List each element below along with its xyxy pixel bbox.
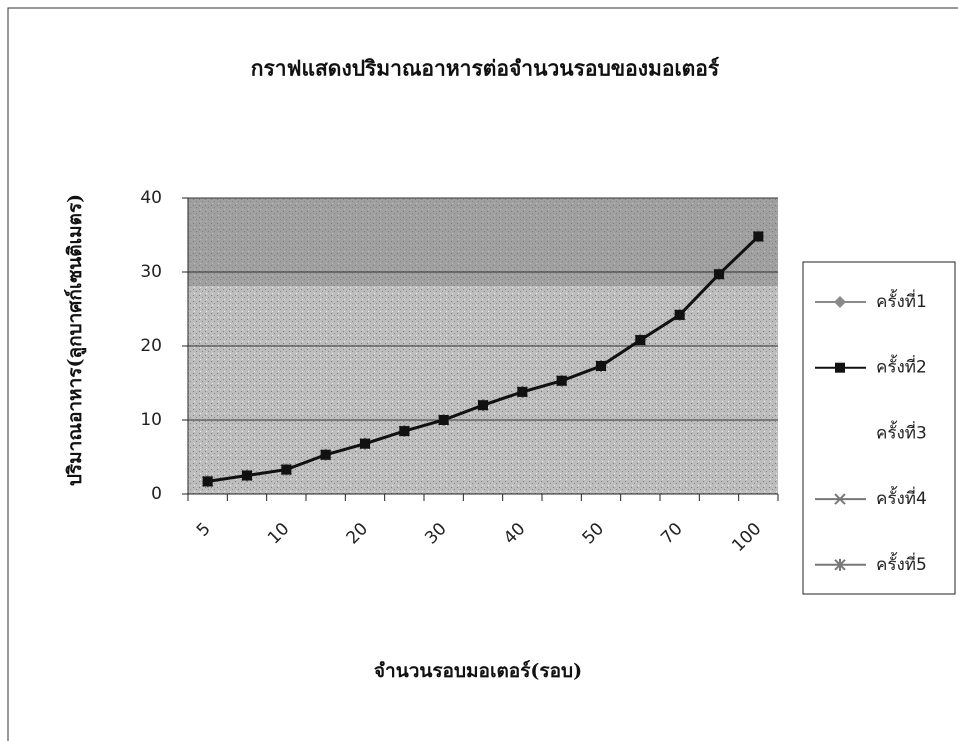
legend-label: ครั้งที่3 — [876, 420, 927, 443]
plot-band — [188, 198, 778, 286]
legend-label: ครั้งที่4 — [876, 486, 927, 509]
y-tick-label: 40 — [140, 188, 162, 208]
y-tick-label: 30 — [140, 262, 162, 282]
data-point — [596, 361, 606, 371]
data-point — [439, 415, 449, 425]
x-tick-label: 50 — [579, 519, 608, 548]
data-point — [478, 400, 488, 410]
legend-label: ครั้งที่1 — [876, 289, 927, 312]
x-axis-title: จำนวนรอบมอเตอร์(รอบ) — [374, 660, 582, 682]
legend-label: ครั้งที่5 — [876, 552, 927, 575]
x-tick-label: 10 — [264, 519, 293, 548]
chart: กราฟแสดงปริมาณอาหารต่อจำนวนรอบของมอเตอร์… — [0, 0, 958, 741]
legend-marker — [835, 363, 845, 373]
legend-label: ครั้งที่2 — [876, 355, 927, 378]
x-tick-label: 70 — [657, 519, 686, 548]
x-tick-label: 30 — [421, 519, 450, 548]
x-tick-label: 100 — [728, 519, 765, 556]
y-tick-label: 0 — [151, 484, 162, 504]
y-tick-label: 20 — [140, 336, 162, 356]
data-point — [675, 310, 685, 320]
y-tick-label: 10 — [140, 410, 162, 430]
data-point — [321, 450, 331, 460]
data-point — [635, 335, 645, 345]
data-point — [753, 231, 763, 241]
data-point — [399, 426, 409, 436]
x-tick-label: 20 — [343, 519, 372, 548]
x-tick-label: 5 — [193, 519, 215, 541]
chart-title: กราฟแสดงปริมาณอาหารต่อจำนวนรอบของมอเตอร์ — [251, 56, 720, 81]
data-point — [203, 476, 213, 486]
y-axis-title: ปริมาณอาหาร(ลูกบาศก์เซนติเมตร) — [64, 194, 87, 486]
data-point — [242, 471, 252, 481]
x-tick-label: 40 — [500, 519, 529, 548]
data-point — [714, 269, 724, 279]
data-point — [557, 376, 567, 386]
data-point — [360, 439, 370, 449]
data-point — [281, 465, 291, 475]
data-point — [517, 387, 527, 397]
